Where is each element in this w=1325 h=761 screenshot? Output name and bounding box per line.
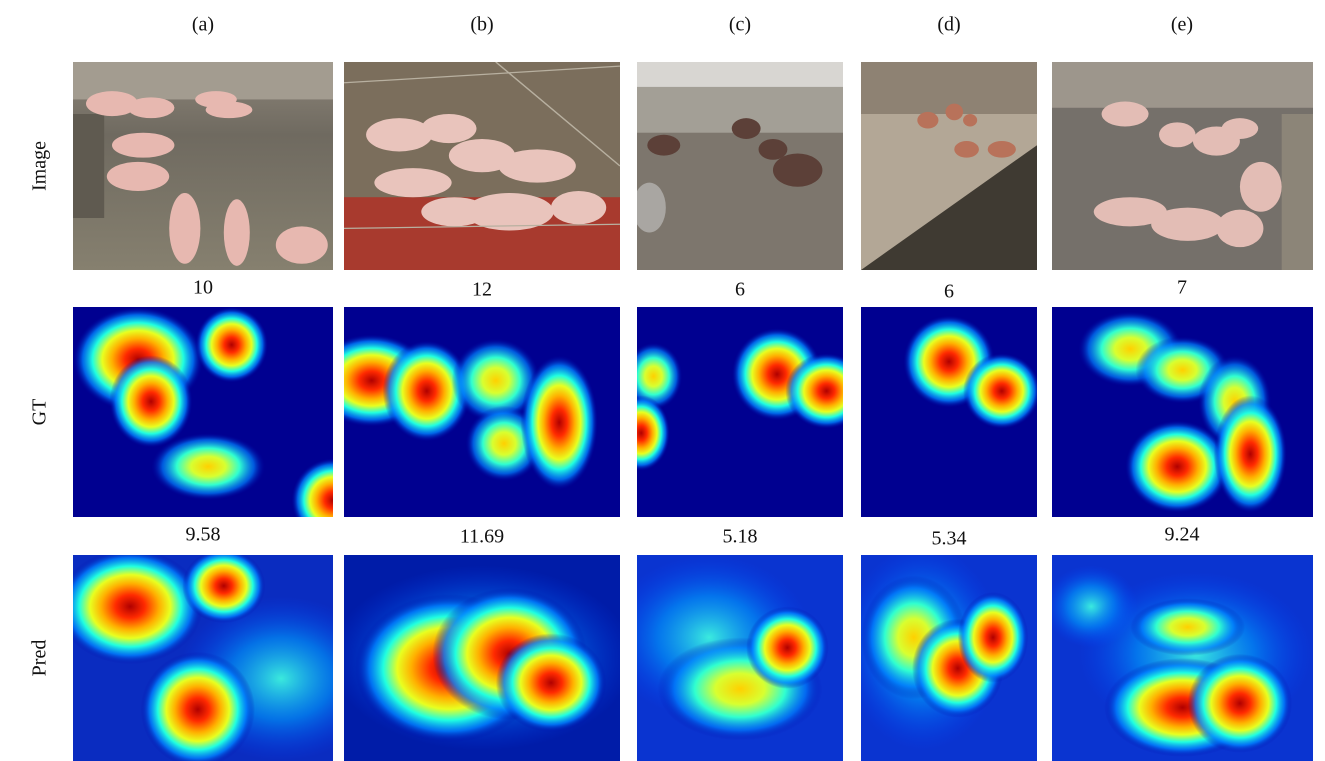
photo	[861, 62, 1037, 270]
row-label: GT	[29, 399, 52, 426]
pred-density-map	[344, 555, 620, 761]
gt-density-map	[73, 307, 333, 517]
gt-count: 12	[472, 279, 492, 302]
gt-density-map	[344, 307, 620, 517]
column-label: (d)	[937, 14, 960, 37]
photo	[637, 62, 843, 270]
row-label: Image	[29, 141, 52, 191]
pred-count: 9.24	[1165, 524, 1200, 547]
column-label: (c)	[729, 14, 751, 37]
gt-density-map	[861, 307, 1037, 517]
row-label: Pred	[29, 640, 52, 677]
gt-density-map	[637, 307, 843, 517]
photo	[1052, 62, 1313, 270]
pred-count: 5.34	[932, 528, 967, 551]
figure: {"columns": ["(a)", "(b)", "(c)", "(d)",…	[0, 0, 1325, 761]
column-label: (a)	[192, 14, 214, 37]
column-label: (b)	[470, 14, 493, 37]
pred-count: 5.18	[723, 526, 758, 549]
pred-count: 11.69	[460, 526, 504, 549]
photo	[344, 62, 620, 270]
photo	[73, 62, 333, 270]
gt-count: 6	[735, 279, 745, 302]
gt-density-map	[1052, 307, 1313, 517]
pred-density-map	[1052, 555, 1313, 761]
pred-density-map	[73, 555, 333, 761]
pred-density-map	[637, 555, 843, 761]
pred-count: 9.58	[186, 524, 221, 547]
gt-count: 10	[193, 277, 213, 300]
column-label: (e)	[1171, 14, 1193, 37]
gt-count: 7	[1177, 277, 1187, 300]
pred-density-map	[861, 555, 1037, 761]
gt-count: 6	[944, 281, 954, 304]
